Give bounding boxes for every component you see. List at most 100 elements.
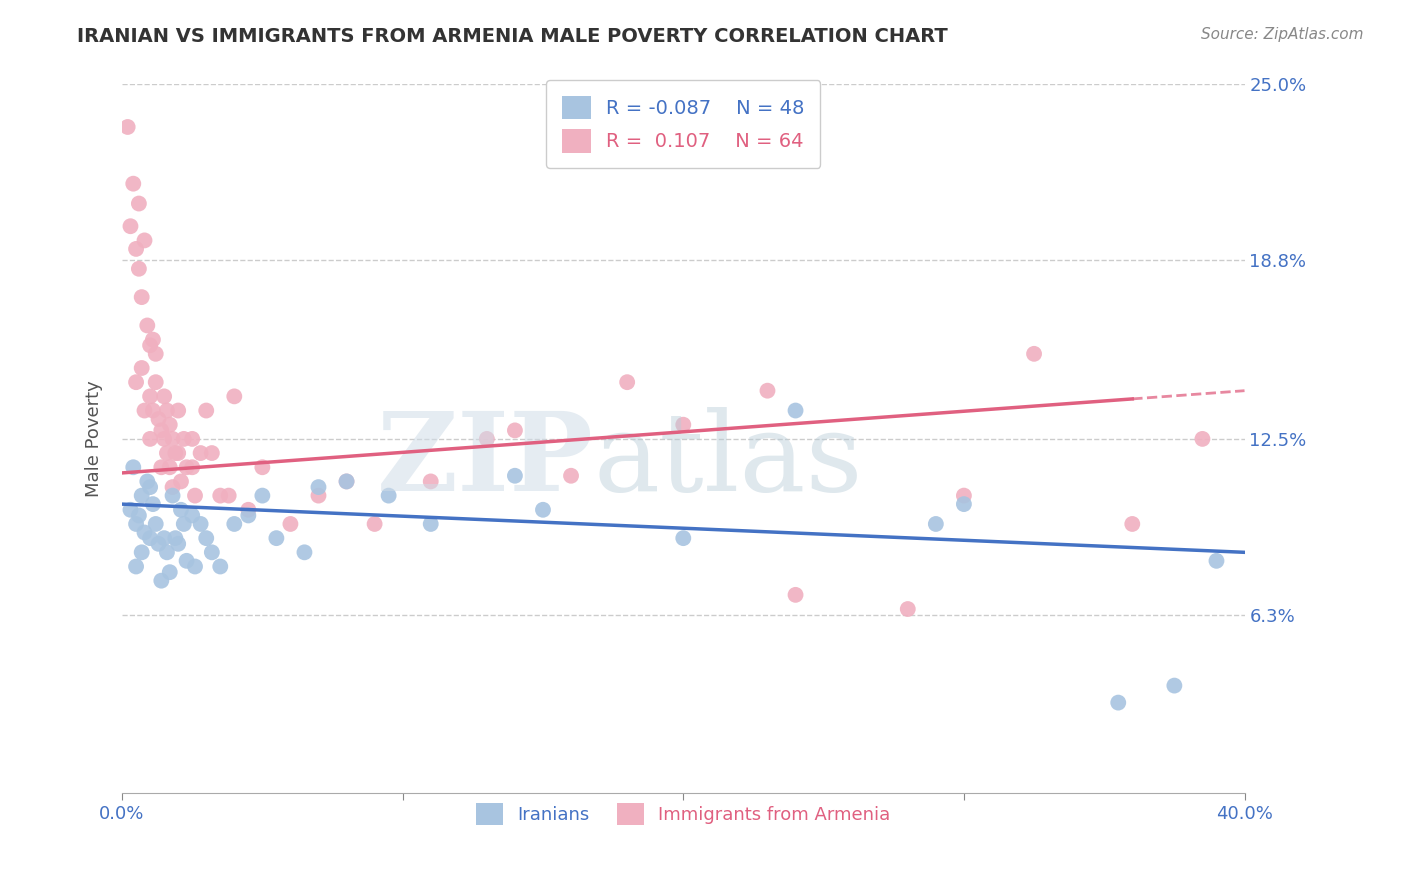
Point <box>181 460 204 475</box>
Point <box>184 559 207 574</box>
Point <box>153 389 176 403</box>
Point <box>134 403 156 417</box>
Point <box>136 475 159 489</box>
Point <box>120 219 142 234</box>
Point <box>134 234 156 248</box>
Text: atlas: atlas <box>593 407 863 514</box>
Point <box>953 497 976 511</box>
Point <box>167 403 190 417</box>
Point <box>672 531 695 545</box>
Point <box>181 432 204 446</box>
Point <box>190 446 212 460</box>
Point <box>162 480 184 494</box>
Point <box>363 516 385 531</box>
Point <box>156 403 179 417</box>
Point <box>785 588 807 602</box>
Point <box>531 503 554 517</box>
Text: ZIP: ZIP <box>377 407 593 514</box>
Point <box>128 261 150 276</box>
Point <box>170 503 193 517</box>
Point <box>148 537 170 551</box>
Point <box>128 508 150 523</box>
Point <box>150 423 173 437</box>
Point <box>925 516 948 531</box>
Point <box>153 432 176 446</box>
Point <box>142 403 165 417</box>
Point <box>201 545 224 559</box>
Point <box>616 375 638 389</box>
Point <box>142 333 165 347</box>
Point <box>181 508 204 523</box>
Point <box>148 412 170 426</box>
Point <box>125 375 148 389</box>
Point <box>150 574 173 588</box>
Point <box>131 361 153 376</box>
Point <box>756 384 779 398</box>
Point <box>503 468 526 483</box>
Point <box>156 446 179 460</box>
Point <box>224 389 246 403</box>
Point <box>419 516 441 531</box>
Point <box>139 480 162 494</box>
Point <box>173 516 195 531</box>
Point <box>165 531 187 545</box>
Point <box>1121 516 1143 531</box>
Point <box>190 516 212 531</box>
Point <box>145 516 167 531</box>
Point <box>176 460 198 475</box>
Point <box>125 516 148 531</box>
Point <box>560 468 582 483</box>
Point <box>238 508 260 523</box>
Point <box>162 489 184 503</box>
Point <box>335 475 357 489</box>
Point <box>122 177 145 191</box>
Point <box>159 565 181 579</box>
Point <box>139 432 162 446</box>
Point <box>167 537 190 551</box>
Text: IRANIAN VS IMMIGRANTS FROM ARMENIA MALE POVERTY CORRELATION CHART: IRANIAN VS IMMIGRANTS FROM ARMENIA MALE … <box>77 27 948 45</box>
Point <box>167 446 190 460</box>
Point <box>136 318 159 333</box>
Point <box>131 545 153 559</box>
Point <box>139 338 162 352</box>
Point <box>145 347 167 361</box>
Point <box>218 489 240 503</box>
Point <box>308 480 330 494</box>
Point <box>162 432 184 446</box>
Point <box>184 489 207 503</box>
Point <box>953 489 976 503</box>
Point <box>252 489 274 503</box>
Point <box>1022 347 1045 361</box>
Point <box>165 446 187 460</box>
Point <box>475 432 498 446</box>
Point <box>156 545 179 559</box>
Point <box>139 389 162 403</box>
Point <box>131 489 153 503</box>
Point <box>125 559 148 574</box>
Point <box>150 460 173 475</box>
Point <box>1163 679 1185 693</box>
Point <box>419 475 441 489</box>
Point <box>252 460 274 475</box>
Point <box>142 497 165 511</box>
Y-axis label: Male Poverty: Male Poverty <box>86 381 103 497</box>
Point <box>128 196 150 211</box>
Point <box>335 475 357 489</box>
Point <box>195 403 218 417</box>
Point <box>308 489 330 503</box>
Point <box>159 460 181 475</box>
Text: Source: ZipAtlas.com: Source: ZipAtlas.com <box>1201 27 1364 42</box>
Point <box>159 417 181 432</box>
Point <box>280 516 302 531</box>
Point <box>238 503 260 517</box>
Legend: Iranians, Immigrants from Armenia: Iranians, Immigrants from Armenia <box>467 794 900 834</box>
Point <box>120 503 142 517</box>
Point <box>209 489 232 503</box>
Point <box>377 489 399 503</box>
Point <box>209 559 232 574</box>
Point <box>266 531 288 545</box>
Point <box>173 432 195 446</box>
Point <box>117 120 139 134</box>
Point <box>785 403 807 417</box>
Point <box>897 602 920 616</box>
